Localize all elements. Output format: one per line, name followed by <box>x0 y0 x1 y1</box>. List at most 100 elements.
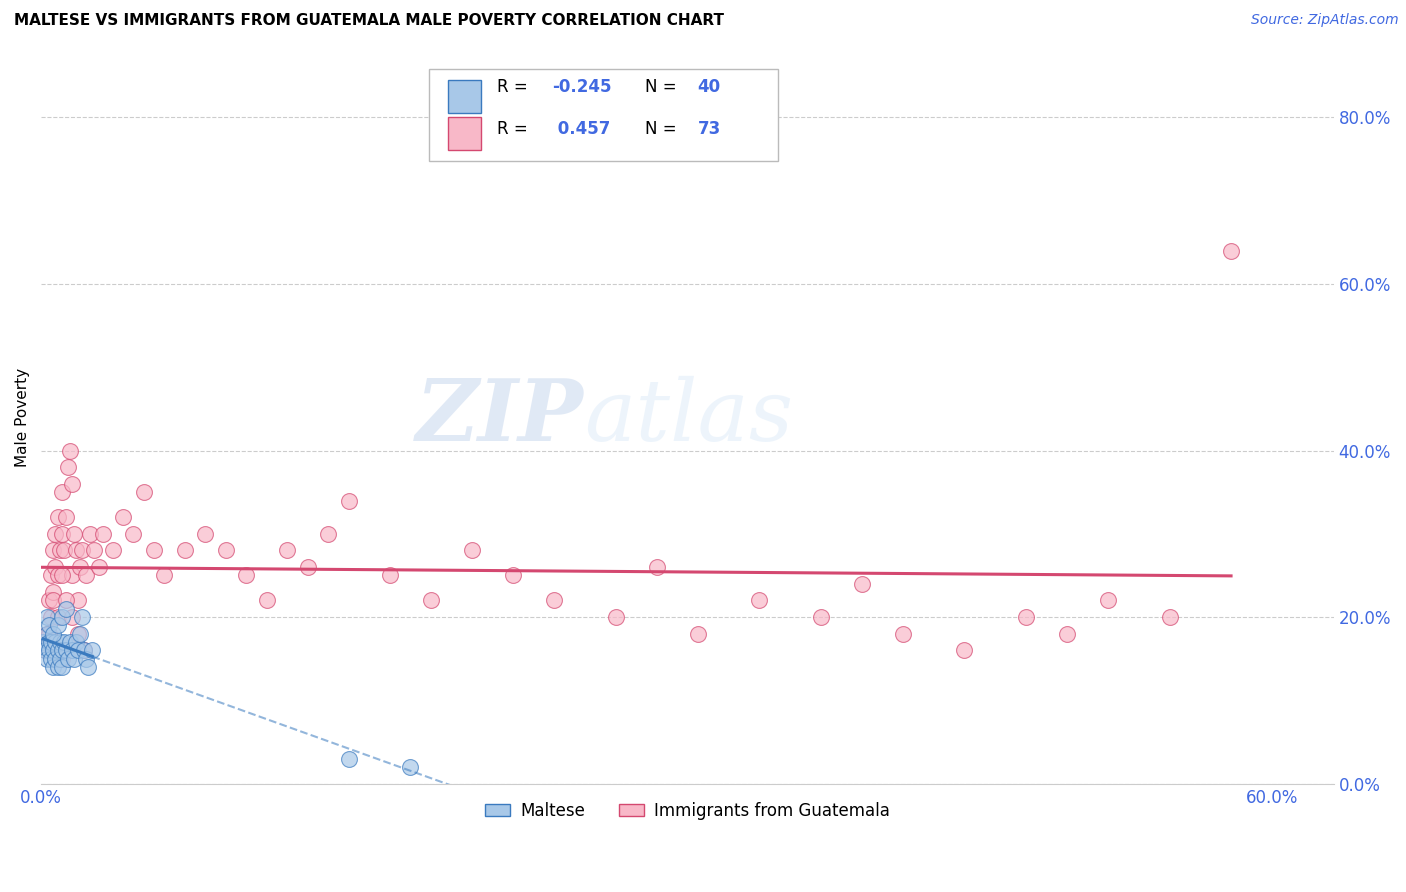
Point <box>46 510 69 524</box>
Point <box>55 593 77 607</box>
Point <box>38 643 60 657</box>
Point <box>65 635 87 649</box>
Text: ZIP: ZIP <box>416 376 583 459</box>
Point <box>32 635 55 649</box>
Point <box>65 543 87 558</box>
Point <box>41 568 63 582</box>
Point <box>37 627 59 641</box>
Point <box>42 543 65 558</box>
FancyBboxPatch shape <box>449 117 481 150</box>
Point <box>851 576 873 591</box>
Text: atlas: atlas <box>583 376 793 458</box>
Point <box>51 526 73 541</box>
Point <box>44 652 66 666</box>
Point <box>337 493 360 508</box>
Point <box>75 568 97 582</box>
Point <box>378 568 401 582</box>
Point <box>1056 627 1078 641</box>
Point <box>52 543 75 558</box>
Point <box>69 627 91 641</box>
Point <box>502 568 524 582</box>
Point <box>337 752 360 766</box>
Point <box>56 460 79 475</box>
Text: 0.457: 0.457 <box>551 120 610 138</box>
Point <box>194 526 217 541</box>
Point <box>235 568 257 582</box>
Text: N =: N = <box>645 120 682 138</box>
Point <box>44 526 66 541</box>
Point <box>51 643 73 657</box>
Point <box>256 593 278 607</box>
FancyBboxPatch shape <box>449 80 481 113</box>
Point <box>69 560 91 574</box>
Point <box>419 593 441 607</box>
Point <box>55 510 77 524</box>
Point <box>48 652 70 666</box>
Point <box>122 526 145 541</box>
Point <box>38 593 60 607</box>
Point <box>297 560 319 574</box>
Point <box>55 602 77 616</box>
Point <box>276 543 298 558</box>
Point <box>37 610 59 624</box>
Point <box>112 510 135 524</box>
Point <box>63 652 86 666</box>
Point <box>51 652 73 666</box>
Point <box>41 652 63 666</box>
Point <box>46 618 69 632</box>
Point <box>83 543 105 558</box>
Point <box>60 476 83 491</box>
Point <box>1220 244 1243 258</box>
Point <box>73 643 96 657</box>
Point <box>60 643 83 657</box>
Point <box>70 610 93 624</box>
Point <box>686 627 709 641</box>
Point <box>215 543 238 558</box>
Point <box>91 526 114 541</box>
Point <box>132 485 155 500</box>
Point <box>748 593 770 607</box>
Point <box>77 660 100 674</box>
Point <box>51 485 73 500</box>
Point <box>70 543 93 558</box>
Point <box>142 543 165 558</box>
Point <box>42 643 65 657</box>
Point <box>42 627 65 641</box>
Point <box>38 635 60 649</box>
Text: 40: 40 <box>697 78 721 96</box>
Point <box>63 526 86 541</box>
Point <box>44 560 66 574</box>
Y-axis label: Male Poverty: Male Poverty <box>15 368 30 467</box>
Point <box>1097 593 1119 607</box>
Point <box>543 593 565 607</box>
Point <box>59 635 82 649</box>
Point <box>101 543 124 558</box>
Point <box>55 643 77 657</box>
Text: R =: R = <box>498 120 533 138</box>
Point <box>60 568 83 582</box>
Point <box>42 593 65 607</box>
Point <box>46 643 69 657</box>
FancyBboxPatch shape <box>429 69 778 161</box>
Text: Source: ZipAtlas.com: Source: ZipAtlas.com <box>1251 13 1399 28</box>
Point <box>87 560 110 574</box>
Point <box>1159 610 1181 624</box>
Point <box>37 627 59 641</box>
Point <box>79 526 101 541</box>
Point <box>41 610 63 624</box>
Point <box>42 585 65 599</box>
Point <box>46 568 69 582</box>
Point <box>38 618 60 632</box>
Point <box>51 610 73 624</box>
Point <box>891 627 914 641</box>
Point <box>399 760 422 774</box>
Point <box>60 610 83 624</box>
Point <box>37 652 59 666</box>
Text: N =: N = <box>645 78 682 96</box>
Point <box>48 543 70 558</box>
Point <box>38 627 60 641</box>
Text: -0.245: -0.245 <box>551 78 612 96</box>
Point <box>46 660 69 674</box>
Point <box>34 643 56 657</box>
Point <box>41 635 63 649</box>
